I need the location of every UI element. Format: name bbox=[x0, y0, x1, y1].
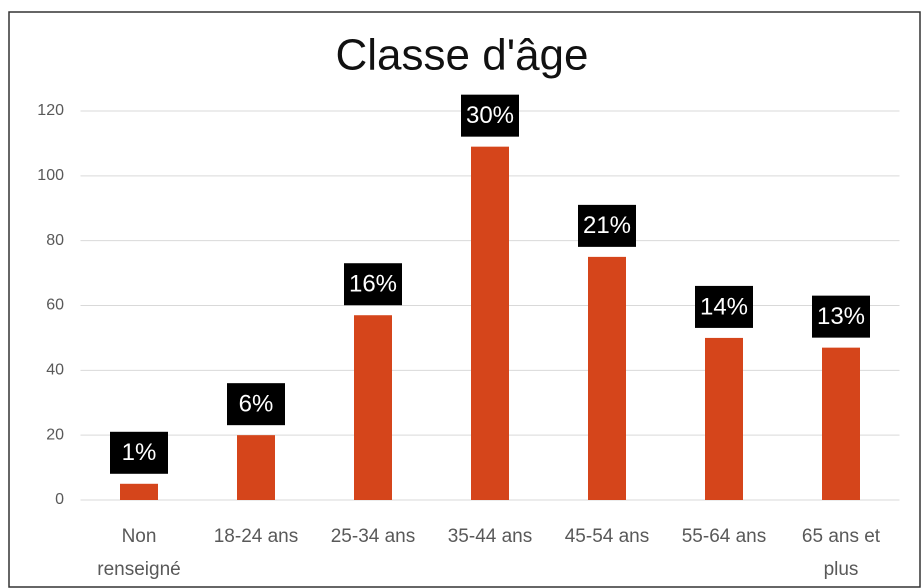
y-tick-label: 120 bbox=[37, 102, 64, 119]
chart-title: Classe d'âge bbox=[336, 31, 589, 80]
bar bbox=[705, 337, 743, 500]
data-label: 1% bbox=[122, 439, 157, 466]
y-tick-label: 0 bbox=[55, 491, 64, 508]
bar bbox=[822, 347, 860, 500]
bar bbox=[237, 435, 275, 500]
y-tick-label: 80 bbox=[46, 232, 64, 249]
x-tick-label: 18-24 ans bbox=[213, 526, 299, 547]
y-tick-label: 60 bbox=[46, 297, 64, 314]
label-box bbox=[578, 204, 636, 247]
data-label: 6% bbox=[239, 391, 274, 418]
label-box bbox=[110, 431, 168, 474]
data-label: 14% bbox=[700, 293, 748, 320]
x-tick-label: 45-54 ans bbox=[564, 526, 650, 547]
label-box bbox=[227, 383, 285, 426]
y-tick-label: 20 bbox=[46, 426, 64, 443]
data-label: 16% bbox=[349, 271, 397, 298]
bar bbox=[588, 256, 626, 500]
y-tick-label: 40 bbox=[46, 362, 64, 379]
label-box bbox=[695, 285, 753, 328]
x-tick-label: 25-34 ans bbox=[330, 526, 416, 547]
data-label: 30% bbox=[466, 102, 514, 129]
label-box bbox=[344, 263, 402, 306]
data-label: 21% bbox=[583, 212, 631, 239]
x-tick-label: 55-64 ans bbox=[681, 526, 767, 547]
label-box bbox=[461, 94, 519, 137]
bar bbox=[354, 315, 392, 500]
label-box bbox=[812, 295, 870, 338]
x-tick-label: Non renseigné bbox=[97, 526, 181, 580]
y-tick-label: 100 bbox=[37, 167, 64, 184]
bar bbox=[471, 146, 509, 501]
frame bbox=[8, 11, 921, 588]
x-tick-label: 35-44 ans bbox=[447, 526, 533, 547]
x-tick-label: 65 ans et plus bbox=[801, 526, 881, 580]
bar bbox=[120, 483, 158, 500]
data-label: 13% bbox=[817, 303, 865, 330]
